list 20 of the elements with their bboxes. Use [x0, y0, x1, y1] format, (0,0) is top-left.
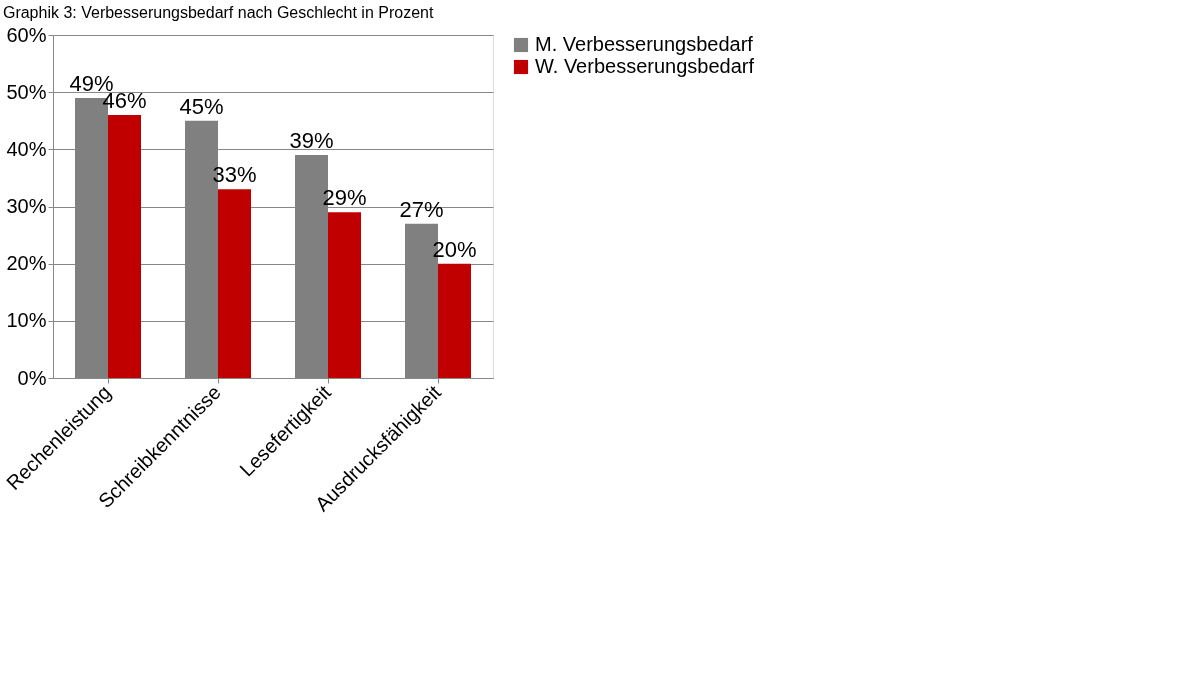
- bar: [108, 115, 141, 378]
- data-label: 39%: [289, 128, 334, 154]
- bar: [218, 189, 251, 378]
- legend-label: W. Verbesserungsbedarf: [535, 55, 755, 77]
- y-tick-label: 30%: [6, 195, 47, 217]
- bar: [438, 263, 471, 378]
- y-tick-label: 40%: [6, 137, 47, 160]
- y-tick-label: 60%: [6, 23, 47, 46]
- bar: [328, 212, 361, 378]
- chart-title: Graphik 3: Verbesserungsbedarf nach Geschlecht in Prozent: [2, 4, 434, 21]
- y-tick-label: 20%: [6, 252, 47, 275]
- data-label: 29%: [322, 185, 367, 211]
- y-tick-label: 0%: [17, 366, 47, 389]
- legend-label: M. Verbesserungsbedarf: [535, 33, 754, 55]
- data-label: 33%: [212, 162, 257, 188]
- y-tick-label: 50%: [6, 80, 47, 103]
- data-label: 20%: [432, 236, 477, 262]
- y-tick-label: 10%: [6, 309, 47, 332]
- data-label: 45%: [179, 93, 224, 119]
- data-label: 27%: [399, 196, 444, 222]
